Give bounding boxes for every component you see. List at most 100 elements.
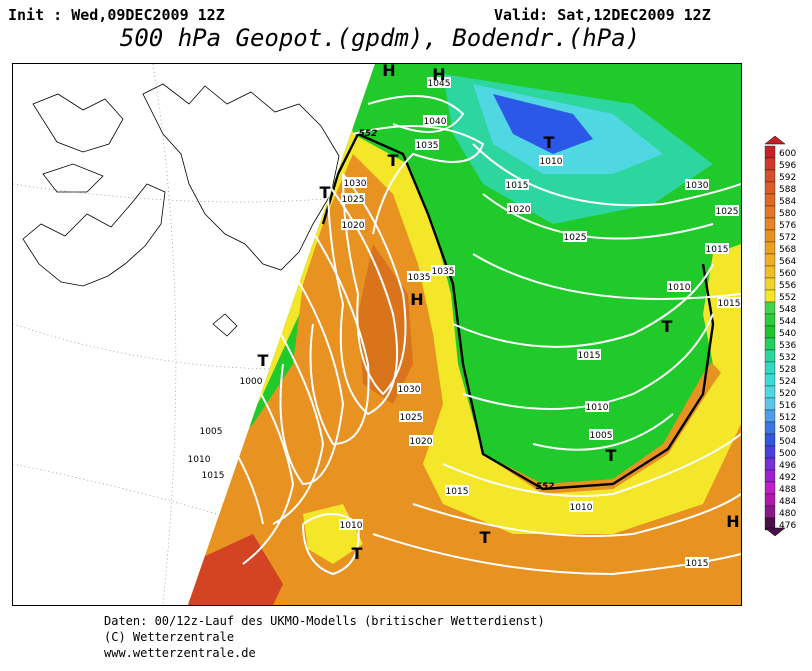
svg-text:1010: 1010: [586, 403, 609, 413]
legend-swatch: [764, 145, 776, 159]
isobar-label: 1010: [569, 501, 593, 513]
legend-label: 536: [779, 341, 796, 351]
coastline-outlines: [22, 83, 340, 337]
isobar-label: 1030: [685, 179, 709, 191]
legend-label: 600: [779, 149, 796, 159]
legend-label: 564: [779, 257, 796, 267]
legend-label: 580: [779, 209, 796, 219]
legend-swatch: [764, 457, 776, 471]
valid-time-label: Valid: Sat,12DEC2009 12Z: [494, 6, 711, 24]
pressure-center: T: [388, 151, 399, 170]
legend-swatch: [764, 241, 776, 255]
legend-swatch: [764, 277, 776, 291]
svg-text:1015: 1015: [578, 351, 601, 361]
legend-label: 512: [779, 413, 796, 423]
footer-source: Daten: 00/12z-Lauf des UKMO-Modells (bri…: [104, 614, 545, 628]
legend-label: 560: [779, 269, 796, 279]
isobar-label: 1035: [407, 271, 431, 283]
isobar-label: 1010: [187, 453, 211, 465]
pressure-center: T: [258, 351, 269, 370]
isobar-label: 1035: [415, 139, 439, 151]
isobar-label: 1010: [339, 519, 363, 531]
legend-swatch: [764, 217, 776, 231]
isobar-label: 1005: [199, 425, 223, 437]
legend-label: 540: [779, 329, 796, 339]
legend-label: 572: [779, 233, 796, 243]
legend-bottom-arrow: [764, 527, 786, 537]
chart-title: 500 hPa Geopot.(gpdm), Bodendr.(hPa): [119, 24, 641, 52]
isobar-label: 1015: [201, 469, 225, 481]
pressure-center: H: [726, 512, 739, 531]
pressure-center: T: [320, 183, 331, 202]
svg-text:1010: 1010: [188, 455, 211, 465]
legend-swatch: [764, 265, 776, 279]
legend-swatch: [764, 289, 776, 303]
svg-text:1015: 1015: [446, 487, 469, 497]
legend-label: 516: [779, 401, 796, 411]
isobar-label: 1015: [685, 557, 709, 569]
footer-url[interactable]: www.wetterzentrale.de: [104, 646, 256, 660]
isobar-label: 1010: [585, 401, 609, 413]
legend-label: 576: [779, 221, 796, 231]
svg-text:1020: 1020: [508, 205, 531, 215]
isobar-label: 1025: [563, 231, 587, 243]
legend-label: 548: [779, 305, 796, 315]
isobar-label: 1015: [717, 297, 741, 309]
isobar-label: 1000: [239, 375, 263, 387]
isobar-label: 1025: [341, 193, 365, 205]
pressure-center: T: [606, 446, 617, 465]
footer-copyright: (C) Wetterzentrale: [104, 630, 235, 644]
legend-swatch: [764, 373, 776, 387]
legend-swatch: [764, 397, 776, 411]
legend-label: 508: [779, 425, 796, 435]
contour-label: 552: [359, 129, 378, 139]
svg-text:1010: 1010: [668, 283, 691, 293]
isobar-label: 1010: [539, 155, 563, 167]
legend-label: 568: [779, 245, 796, 255]
svg-text:1035: 1035: [416, 141, 439, 151]
legend-swatch: [764, 169, 776, 183]
isobar-label: 1030: [397, 383, 421, 395]
isobar-label: 1015: [577, 349, 601, 361]
isobar-label: 1015: [445, 485, 469, 497]
legend-swatch: [764, 337, 776, 351]
isobar-label: 1045: [427, 77, 451, 89]
legend-label: 476: [779, 521, 796, 531]
legend-label: 480: [779, 509, 796, 519]
pressure-center: T: [352, 544, 363, 563]
isobar-label: 1015: [505, 179, 529, 191]
svg-text:1005: 1005: [590, 431, 613, 441]
legend-swatch: [764, 193, 776, 207]
svg-text:1025: 1025: [716, 207, 739, 217]
legend-swatch: [764, 505, 776, 519]
legend-label: 496: [779, 461, 796, 471]
isobar-label: 1025: [715, 205, 739, 217]
legend-label: 596: [779, 161, 796, 171]
pressure-center: H: [410, 290, 423, 309]
isobar-label: 1030: [343, 177, 367, 189]
legend-swatch: [764, 181, 776, 195]
legend-swatch: [764, 481, 776, 495]
pressure-center: T: [480, 528, 491, 547]
svg-text:1020: 1020: [410, 437, 433, 447]
legend-label: 492: [779, 473, 796, 483]
svg-text:1010: 1010: [570, 503, 593, 513]
legend-swatch: [764, 325, 776, 339]
legend-label: 504: [779, 437, 796, 447]
legend-label: 532: [779, 353, 796, 363]
isobar-label: 1010: [667, 281, 691, 293]
isobar-label: 1020: [507, 203, 531, 215]
svg-text:1035: 1035: [432, 267, 455, 277]
legend-label: 528: [779, 365, 796, 375]
svg-text:1000: 1000: [240, 377, 263, 387]
legend-label: 552: [779, 293, 796, 303]
legend-label: 484: [779, 497, 796, 507]
blue-region: [493, 94, 593, 154]
legend-swatch: [764, 229, 776, 243]
legend-swatch: [764, 157, 776, 171]
svg-text:1015: 1015: [202, 471, 225, 481]
svg-text:1035: 1035: [408, 273, 431, 283]
isobar-label: 1040: [423, 115, 447, 127]
pressure-center: H: [432, 65, 445, 84]
legend-top-arrow: [764, 135, 786, 145]
